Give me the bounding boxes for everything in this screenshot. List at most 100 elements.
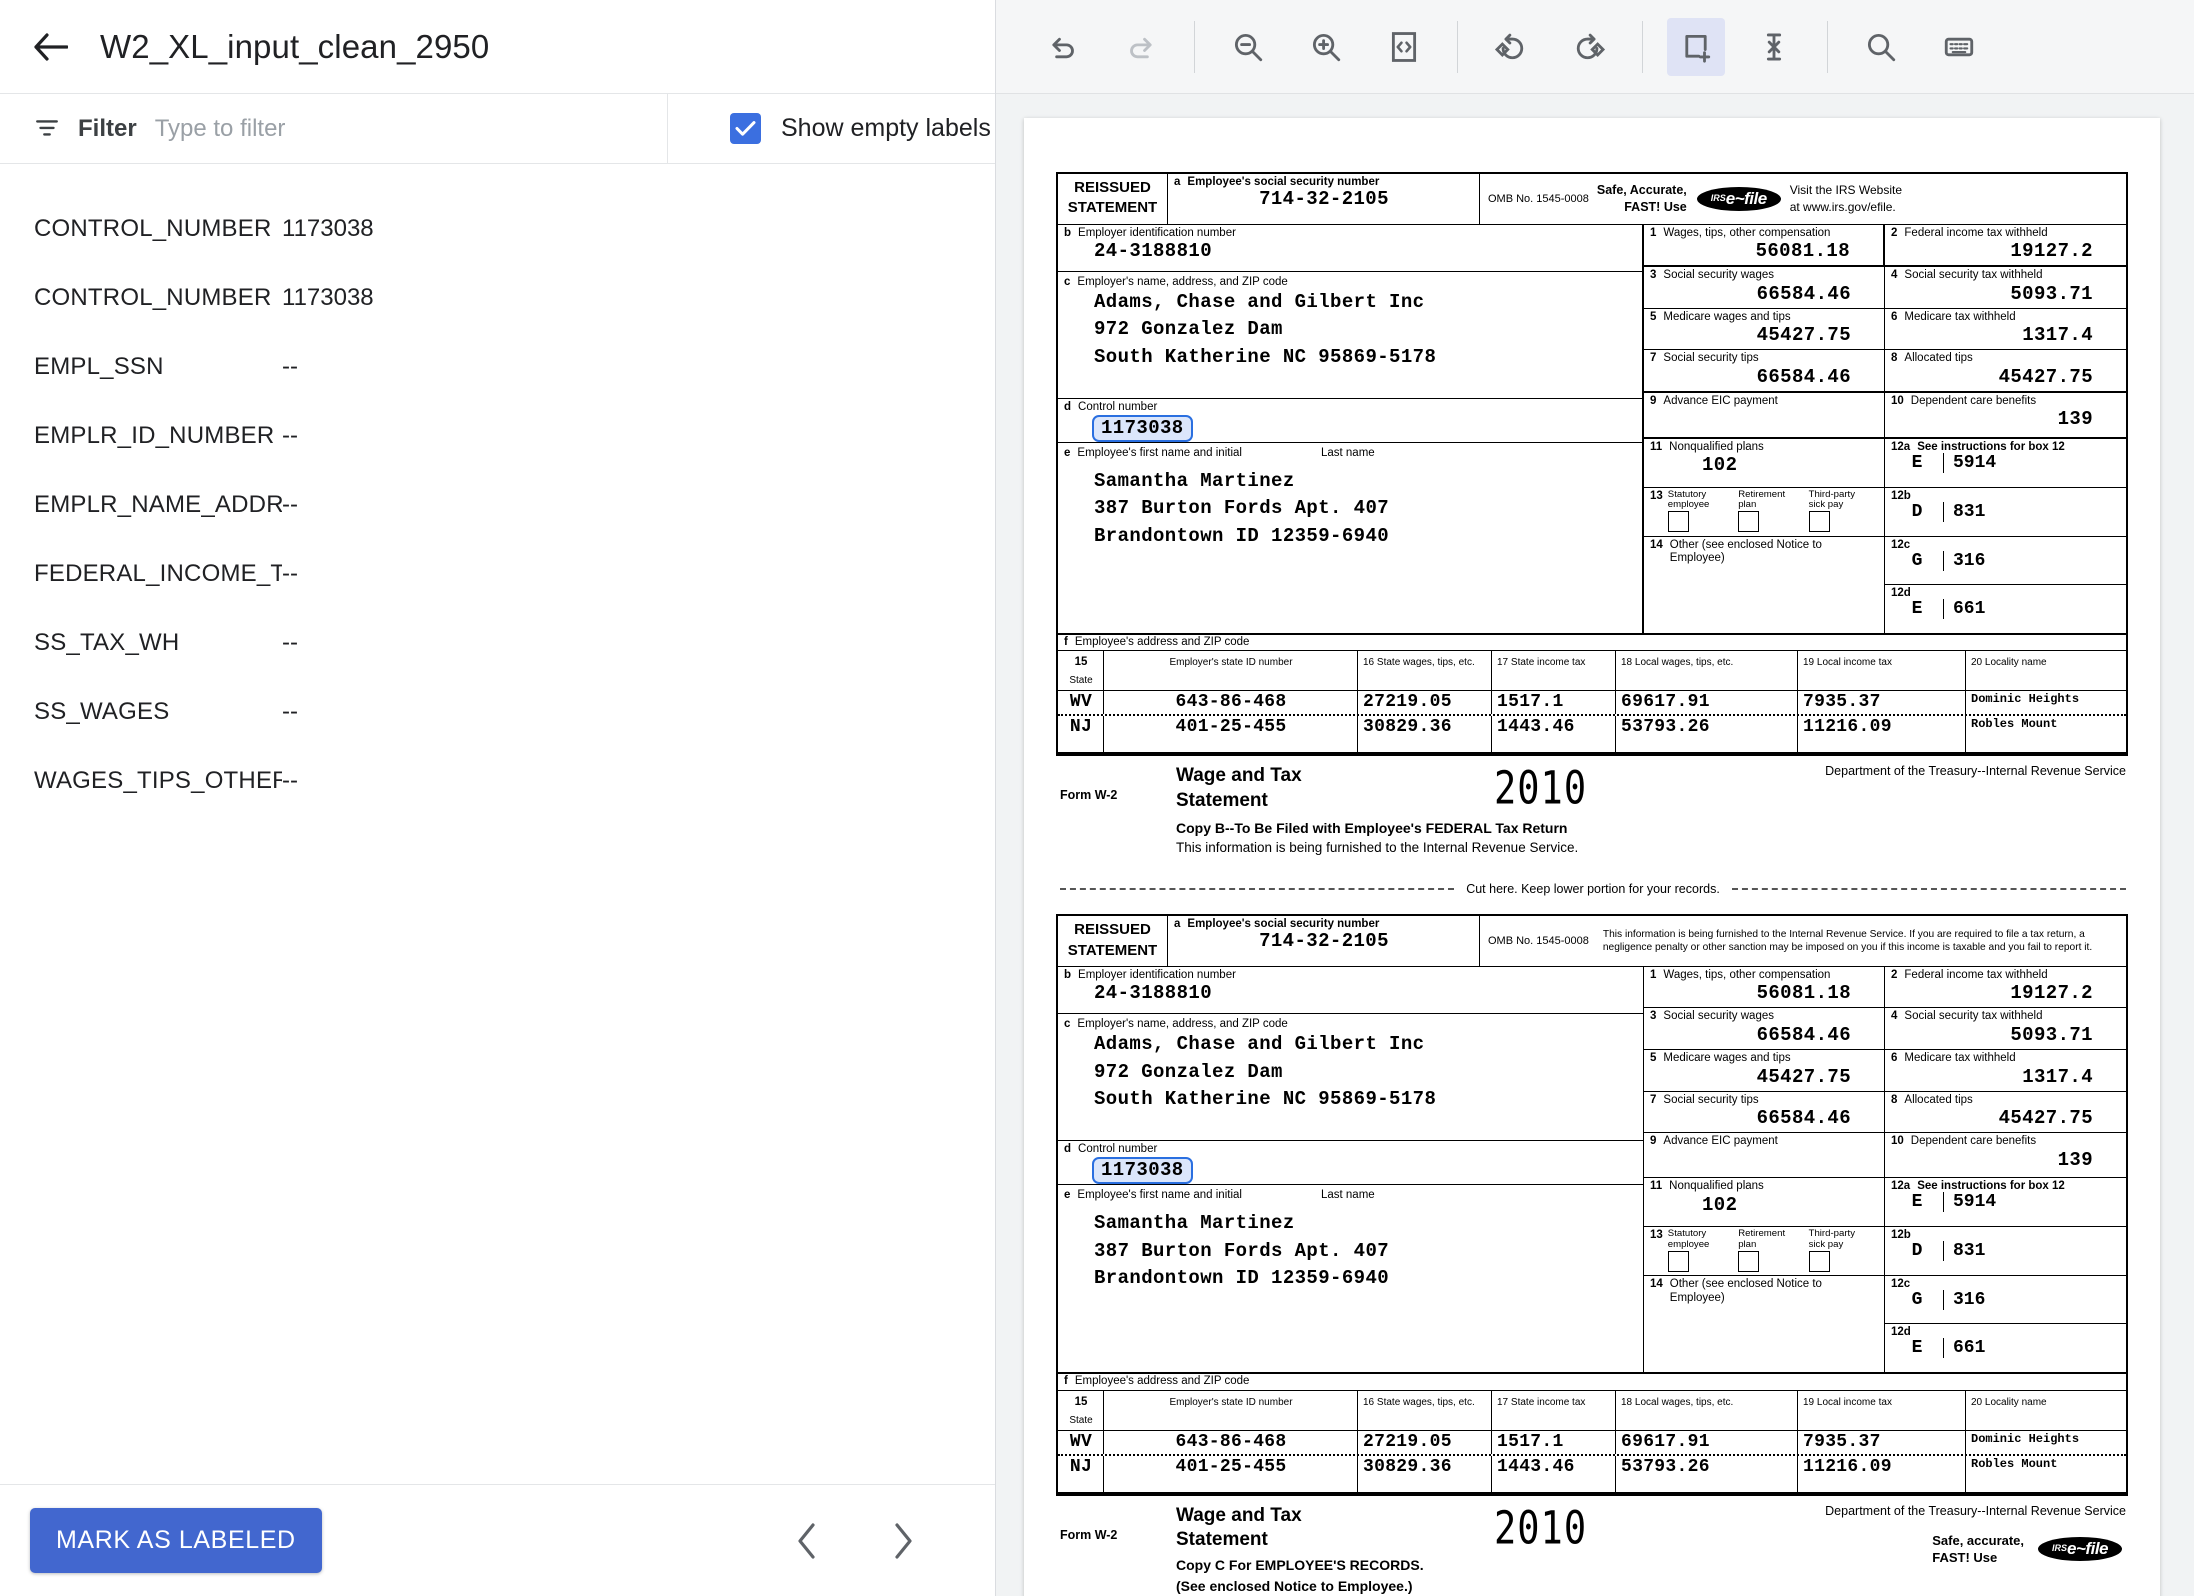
checkbox[interactable] <box>1667 1250 1689 1272</box>
show-empty-labels-checkbox[interactable] <box>730 113 761 144</box>
box-12b[interactable]: 12b D 831 <box>1885 1227 2126 1275</box>
mark-as-labeled-button[interactable]: MARK AS LABELED <box>30 1508 322 1573</box>
box-1[interactable]: 1 Wages, tips, other compensation 56081.18 <box>1644 224 1885 266</box>
redo-icon[interactable] <box>1112 18 1170 76</box>
box-14[interactable]: 14 Other (see enclosed Notice to Employee… <box>1644 1276 1885 1373</box>
list-item[interactable]: EMPLR_NAME_ADDRESS-- <box>0 470 995 539</box>
box-12d[interactable]: 12d E 661 <box>1885 585 2126 633</box>
box-d-control-number[interactable]: d Control number 1173038 <box>1058 399 1642 443</box>
box-a-ssn[interactable]: a Employee's social security number 714-3… <box>1168 174 1480 224</box>
box-13-third-party-sick-pay[interactable]: Third-party sick pay <box>1808 489 1879 533</box>
toolbar-divider <box>1194 20 1195 73</box>
box-b-ein[interactable]: b Employer identification number 24-31888… <box>1058 225 1642 272</box>
box-3[interactable]: 3 Social security wages 66584.46 <box>1644 1008 1885 1049</box>
list-item[interactable]: CONTROL_NUMBER 1173038 <box>0 194 995 263</box>
box-11[interactable]: 11 Nonqualified plans 102 <box>1644 438 1885 487</box>
box-10[interactable]: 10 Dependent care benefits 139 <box>1885 393 2126 437</box>
undo-icon[interactable] <box>1034 18 1092 76</box>
box-7[interactable]: 7 Social security tips 66584.46 <box>1644 1091 1885 1133</box>
box-2[interactable]: 2 Federal income tax withheld 19127.2 <box>1885 225 2126 266</box>
box-12d[interactable]: 12d E 661 <box>1885 1324 2126 1372</box>
box-a-ssn[interactable]: a Employee's social security number 714-3… <box>1168 916 1480 966</box>
zoom-out-icon[interactable] <box>1219 18 1277 76</box>
table-row[interactable]: NJ 401-25-455 30829.36 1443.46 53793.26 … <box>1058 1455 2126 1494</box>
checkbox[interactable] <box>1738 511 1760 533</box>
box-4[interactable]: 4 Social security tax withheld 5093.71 <box>1885 267 2126 308</box>
document-canvas[interactable]: REISSUED STATEMENT a Employee's social se… <box>996 94 2194 1596</box>
box-8[interactable]: 8 Allocated tips 45427.75 <box>1885 350 2126 391</box>
box-13[interactable]: 13 Statutory employee Retirement plan Thir… <box>1644 487 1885 536</box>
box-4[interactable]: 4 Social security tax withheld 5093.71 <box>1885 1008 2126 1049</box>
omb-number: OMB No. 1545-0008 <box>1488 935 1589 948</box>
rotate-right-icon[interactable] <box>1560 18 1618 76</box>
split-region-icon[interactable] <box>1745 18 1803 76</box>
rotate-left-icon[interactable] <box>1482 18 1540 76</box>
box-14[interactable]: 14 Other (see enclosed Notice to Employee… <box>1644 536 1885 633</box>
box-3[interactable]: 3 Social security wages 66584.46 <box>1644 267 1885 308</box>
search-input[interactable] <box>154 114 575 143</box>
box-f-employee-address[interactable]: f Employee's address and ZIP code <box>1058 632 2126 652</box>
list-item[interactable]: SS_TAX_WH -- <box>0 608 995 677</box>
box-8[interactable]: 8 Allocated tips 45427.75 <box>1885 1092 2126 1133</box>
list-item[interactable]: FEDERAL_INCOME_TAX_...-- <box>0 539 995 608</box>
box-d-control-number[interactable]: d Control number 1173038 <box>1058 1141 1643 1185</box>
box-label: Social security tax withheld <box>1904 1010 2043 1023</box>
box-letter: b <box>1064 226 1072 239</box>
box-12c[interactable]: 12c G 316 <box>1885 537 2126 585</box>
show-empty-labels-row[interactable]: Show empty labels <box>668 94 995 163</box>
box-13[interactable]: 13 Statutory employee Retirement plan Thir… <box>1644 1227 1885 1276</box>
table-row[interactable]: WV 643-86-468 27219.05 1517.1 69617.91 7… <box>1058 691 2126 717</box>
checkbox[interactable] <box>1808 511 1830 533</box>
box-7[interactable]: 7 Social security tips 66584.46 <box>1644 350 1885 391</box>
box-12a[interactable]: 12a See instructions for box 12 E 5914 <box>1885 439 2126 487</box>
box-6[interactable]: 6 Medicare tax withheld 1317.4 <box>1885 309 2126 350</box>
box-13-statutory-employee[interactable]: Statutory employee <box>1667 489 1738 533</box>
checkbox[interactable] <box>1808 1250 1830 1272</box>
box-10[interactable]: 10 Dependent care benefits 139 <box>1885 1133 2126 1177</box>
add-bounding-box-icon[interactable] <box>1667 17 1725 76</box>
box-13-retirement-plan[interactable]: Retirement plan <box>1738 489 1808 533</box>
box-b-ein[interactable]: b Employer identification number 24-31888… <box>1058 967 1643 1014</box>
box-c-employer[interactable]: c Employer's name, address, and ZIP code … <box>1058 272 1642 399</box>
list-item[interactable]: EMPL_SSN -- <box>0 332 995 401</box>
box-13-third-party-sick-pay[interactable]: Third-party sick pay <box>1808 1228 1879 1272</box>
box-c-employer[interactable]: c Employer's name, address, and ZIP code … <box>1058 1014 1643 1141</box>
box-9[interactable]: 9 Advance EIC payment <box>1644 392 1885 437</box>
box-6[interactable]: 6 Medicare tax withheld 1317.4 <box>1885 1050 2126 1091</box>
table-row[interactable]: NJ 401-25-455 30829.36 1443.46 53793.26 … <box>1058 716 2126 755</box>
control-number-highlight[interactable]: 1173038 <box>1092 415 1193 443</box>
list-item[interactable]: SS_WAGES -- <box>0 677 995 746</box>
box-5[interactable]: 5 Medicare wages and tips 45427.75 <box>1644 308 1885 350</box>
list-item[interactable]: WAGES_TIPS_OTHER_CO...-- <box>0 746 995 815</box>
keyboard-shortcuts-icon[interactable] <box>1930 18 1988 76</box>
chevron-left-icon[interactable] <box>787 1518 827 1564</box>
box-13-statutory-employee[interactable]: Statutory employee <box>1667 1228 1738 1272</box>
box-e-employee[interactable]: e Employee's first name and initial Last n… <box>1058 1185 1643 1328</box>
checkbox[interactable] <box>1738 1250 1760 1272</box>
checkbox[interactable] <box>1667 511 1689 533</box>
list-item[interactable]: CONTROL_NUMBER 1173038 <box>0 263 995 332</box>
box-e-employee[interactable]: e Employee's first name and initial Last n… <box>1058 443 1642 586</box>
box-label: Control number <box>1078 400 1158 413</box>
box-5[interactable]: 5 Medicare wages and tips 45427.75 <box>1644 1049 1885 1091</box>
box-9[interactable]: 9 Advance EIC payment <box>1644 1133 1885 1178</box>
box-1[interactable]: 1 Wages, tips, other compensation 56081.18 <box>1644 966 1885 1008</box>
zoom-in-icon[interactable] <box>1297 18 1355 76</box>
table-row[interactable]: WV 643-86-468 27219.05 1517.1 69617.91 7… <box>1058 1430 2126 1456</box>
boxes-13-12b: 13 Statutory employee Retirement plan Thir… <box>1644 487 2126 537</box>
search-icon[interactable] <box>1852 18 1910 76</box>
box-number: 12c <box>1891 1278 1911 1291</box>
control-number-highlight[interactable]: 1173038 <box>1092 1157 1193 1185</box>
box-13-retirement-plan[interactable]: Retirement plan <box>1738 1228 1808 1272</box>
box-11[interactable]: 11 Nonqualified plans 102 <box>1644 1178 1885 1227</box>
box-2[interactable]: 2 Federal income tax withheld 19127.2 <box>1885 967 2126 1008</box>
box-12a[interactable]: 12a See instructions for box 12 E 5914 <box>1885 1178 2126 1226</box>
box-label: Nonqualified plans <box>1669 1180 1764 1193</box>
box-12c[interactable]: 12c G 316 <box>1885 1276 2126 1325</box>
list-item[interactable]: EMPLR_ID_NUMBER -- <box>0 401 995 470</box>
box-12b[interactable]: 12b D 831 <box>1885 488 2126 536</box>
box-f-employee-address[interactable]: f Employee's address and ZIP code <box>1058 1372 2126 1391</box>
chevron-right-icon[interactable] <box>883 1518 923 1564</box>
back-arrow-icon[interactable] <box>28 24 74 70</box>
fit-width-icon[interactable] <box>1375 18 1433 76</box>
